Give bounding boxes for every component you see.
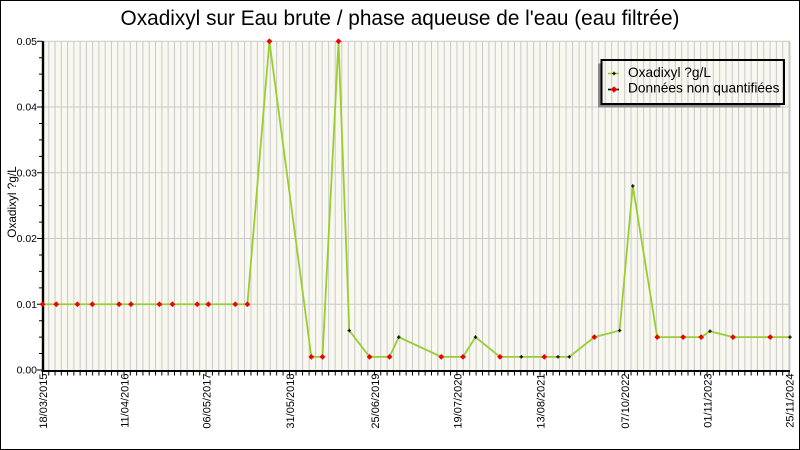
- svg-text:Oxadixyl sur Eau brute / phase: Oxadixyl sur Eau brute / phase aqueuse d…: [121, 7, 680, 30]
- svg-text:18/03/2015: 18/03/2015: [38, 374, 50, 429]
- svg-text:13/08/2021: 13/08/2021: [536, 374, 548, 429]
- svg-text:Données non quantifiées: Données non quantifiées: [628, 81, 780, 96]
- svg-text:25/11/2024: 25/11/2024: [785, 374, 797, 428]
- svg-text:0.01: 0.01: [17, 299, 38, 311]
- svg-text:01/11/2023: 01/11/2023: [703, 374, 715, 428]
- svg-text:31/05/2018: 31/05/2018: [285, 374, 297, 429]
- svg-text:0.04: 0.04: [17, 102, 38, 114]
- svg-text:Oxadixyl ?g/L: Oxadixyl ?g/L: [5, 166, 19, 238]
- svg-text:19/07/2020: 19/07/2020: [452, 374, 464, 429]
- svg-text:25/06/2019: 25/06/2019: [370, 374, 382, 429]
- svg-text:0.02: 0.02: [17, 233, 38, 245]
- svg-text:0.03: 0.03: [17, 167, 38, 179]
- svg-text:0.05: 0.05: [17, 36, 38, 48]
- svg-text:07/10/2022: 07/10/2022: [620, 374, 632, 429]
- svg-text:0.00: 0.00: [17, 365, 38, 377]
- svg-text:Oxadixyl ?g/L: Oxadixyl ?g/L: [628, 65, 711, 80]
- svg-text:11/04/2016: 11/04/2016: [120, 374, 132, 428]
- svg-text:06/05/2017: 06/05/2017: [202, 374, 214, 429]
